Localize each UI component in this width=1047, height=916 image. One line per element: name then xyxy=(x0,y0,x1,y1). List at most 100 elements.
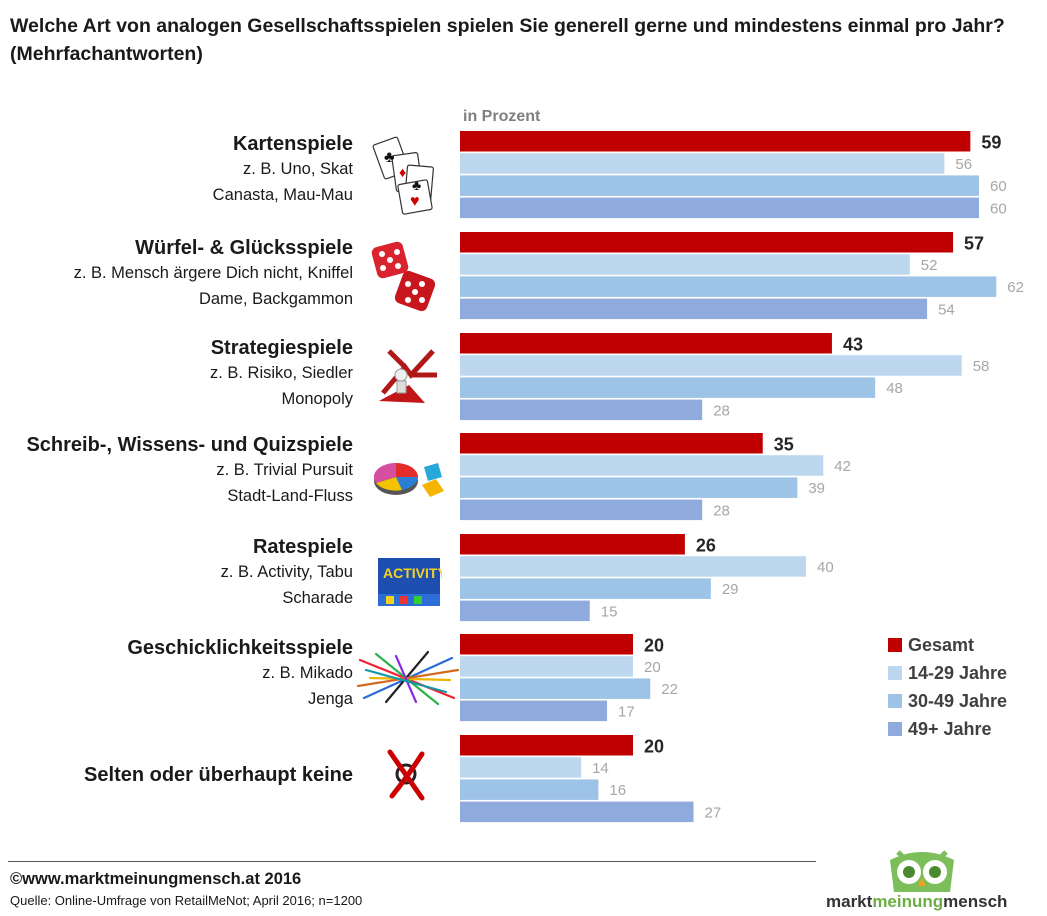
category-label: Würfel- & Glücksspiele z. B. Mensch ärger… xyxy=(0,236,353,312)
category-name: Kartenspiele xyxy=(232,133,353,155)
data-label-14-29: 20 xyxy=(644,659,661,676)
category-examples: Jenga xyxy=(308,690,353,708)
playing-cards-icon: ♣ ♦ ♣ ♥ xyxy=(372,136,434,215)
bar-gesamt xyxy=(460,433,763,454)
category-name: Würfel- & Glücksspiele xyxy=(135,237,353,259)
bar-14-29 xyxy=(460,153,945,174)
bar-14-29 xyxy=(460,355,962,376)
category-examples: z. B. Uno, Skat xyxy=(242,160,353,178)
legend-label: 14-29 Jahre xyxy=(908,662,1008,683)
source-note: Quelle: Online-Umfrage von RetailMeNot; … xyxy=(10,893,363,908)
data-label-30-49: 62 xyxy=(1007,279,1024,296)
legend-label: 30-49 Jahre xyxy=(908,690,1008,711)
bar-gesamt xyxy=(460,232,954,253)
legend-swatch xyxy=(888,666,902,680)
unit-label: in Prozent xyxy=(463,108,541,125)
data-label-gesamt: 20 xyxy=(644,635,664,655)
bar-gesamt xyxy=(460,735,633,756)
data-label-gesamt: 26 xyxy=(696,535,716,555)
data-label-14-29: 56 xyxy=(955,156,972,173)
copyright: ©www.marktmeinungmensch.at 2016 xyxy=(10,870,302,888)
data-label-49plus: 27 xyxy=(705,804,722,821)
category-examples: Canasta, Mau-Mau xyxy=(212,186,353,204)
data-label-49plus: 28 xyxy=(713,502,730,519)
legend-label: Gesamt xyxy=(908,634,975,655)
bar-30-49 xyxy=(460,578,711,599)
bar-49plus xyxy=(460,801,694,823)
data-label-gesamt: 43 xyxy=(843,334,863,354)
bar-30-49 xyxy=(460,779,599,800)
logo-part-mensch: mensch xyxy=(943,892,1008,911)
category-name: Schreib-, Wissens- und Quizspiele xyxy=(26,434,353,456)
svg-text:ACTIVITY: ACTIVITY xyxy=(383,565,442,581)
svg-text:♥: ♥ xyxy=(410,193,420,210)
legend-item-14-29: 14-29 Jahre xyxy=(888,659,1007,687)
category-examples: Monopoly xyxy=(281,390,353,408)
chart-title: Welche Art von analogen Gesellschaftsspi… xyxy=(10,15,1005,65)
category-name: Selten oder überhaupt keine xyxy=(84,764,353,786)
quiz-pie-icon xyxy=(373,462,444,497)
legend: Gesamt 14-29 Jahre 30-49 Jahre 49+ Jahre xyxy=(888,631,1007,743)
category-name: Geschicklichkeitsspiele xyxy=(127,637,353,659)
data-label-49plus: 60 xyxy=(990,200,1007,217)
category-examples: z. B. Mensch ärgere Dich nicht, Kniffel xyxy=(73,264,353,282)
bar-49plus xyxy=(460,197,979,219)
brand-logo: marktmeinungmensch xyxy=(826,846,1036,916)
data-label-gesamt: 57 xyxy=(964,233,984,253)
legend-swatch xyxy=(888,694,902,708)
legend-item-49plus: 49+ Jahre xyxy=(888,715,1007,743)
legend-item-gesamt: Gesamt xyxy=(888,631,1007,659)
data-label-14-29: 14 xyxy=(592,760,609,777)
legend-item-30-49: 30-49 Jahre xyxy=(888,687,1007,715)
svg-text:♣: ♣ xyxy=(384,149,395,166)
bar-49plus xyxy=(460,600,590,622)
bar-49plus xyxy=(460,399,703,421)
data-label-30-49: 39 xyxy=(808,480,825,497)
category-label: Selten oder überhaupt keine xyxy=(0,763,353,787)
bar-14-29 xyxy=(460,556,806,577)
data-label-30-49: 29 xyxy=(722,581,739,598)
bar-30-49 xyxy=(460,477,798,498)
bar-30-49 xyxy=(460,377,876,398)
category-examples: z. B. Mikado xyxy=(262,664,353,682)
category-examples: z. B. Risiko, Siedler xyxy=(209,364,353,382)
bar-gesamt xyxy=(460,534,685,555)
data-label-30-49: 48 xyxy=(886,380,903,397)
data-label-gesamt: 35 xyxy=(774,434,794,454)
category-label: Schreib-, Wissens- und Quizspiele z. B. T… xyxy=(0,433,353,509)
category-label: Geschicklichkeitsspiele z. B. Mikado Jenga xyxy=(0,636,353,712)
category-label: Ratespiele z. B. Activity, Tabu Scharade xyxy=(0,535,353,611)
data-label-gesamt: 20 xyxy=(644,736,664,756)
footer-divider xyxy=(8,861,816,862)
mikado-sticks-icon xyxy=(356,650,460,706)
category-examples: z. B. Activity, Tabu xyxy=(220,563,353,581)
data-label-14-29: 40 xyxy=(817,559,834,576)
category-label: Strategiespiele z. B. Risiko, Siedler Mono… xyxy=(0,336,353,412)
category-examples: Stadt-Land-Fluss xyxy=(227,487,353,505)
data-label-30-49: 16 xyxy=(609,782,626,799)
activity-box-icon: ACTIVITY xyxy=(378,558,442,606)
logo-part-markt: markt xyxy=(826,892,873,911)
data-label-49plus: 54 xyxy=(938,301,955,318)
legend-swatch xyxy=(888,722,902,736)
data-label-14-29: 42 xyxy=(834,458,851,475)
bar-14-29 xyxy=(460,254,910,275)
bar-14-29 xyxy=(460,757,582,778)
owl-logo-icon xyxy=(890,850,954,892)
logo-wordmark: marktmeinungmensch xyxy=(826,892,1007,912)
bar-gesamt xyxy=(460,634,633,655)
dice-icon xyxy=(371,241,436,312)
category-examples: Scharade xyxy=(282,589,353,607)
data-label-30-49: 60 xyxy=(990,178,1007,195)
category-name: Ratespiele xyxy=(252,536,353,558)
bar-49plus xyxy=(460,700,608,722)
data-label-14-29: 58 xyxy=(973,358,990,375)
data-label-49plus: 17 xyxy=(618,703,635,720)
bar-49plus xyxy=(460,499,703,521)
category-examples: z. B. Trivial Pursuit xyxy=(216,461,353,479)
data-label-49plus: 15 xyxy=(601,603,618,620)
logo-part-meinung: meinung xyxy=(872,892,944,911)
bar-14-29 xyxy=(460,656,633,677)
category-name: Strategiespiele xyxy=(210,337,353,359)
